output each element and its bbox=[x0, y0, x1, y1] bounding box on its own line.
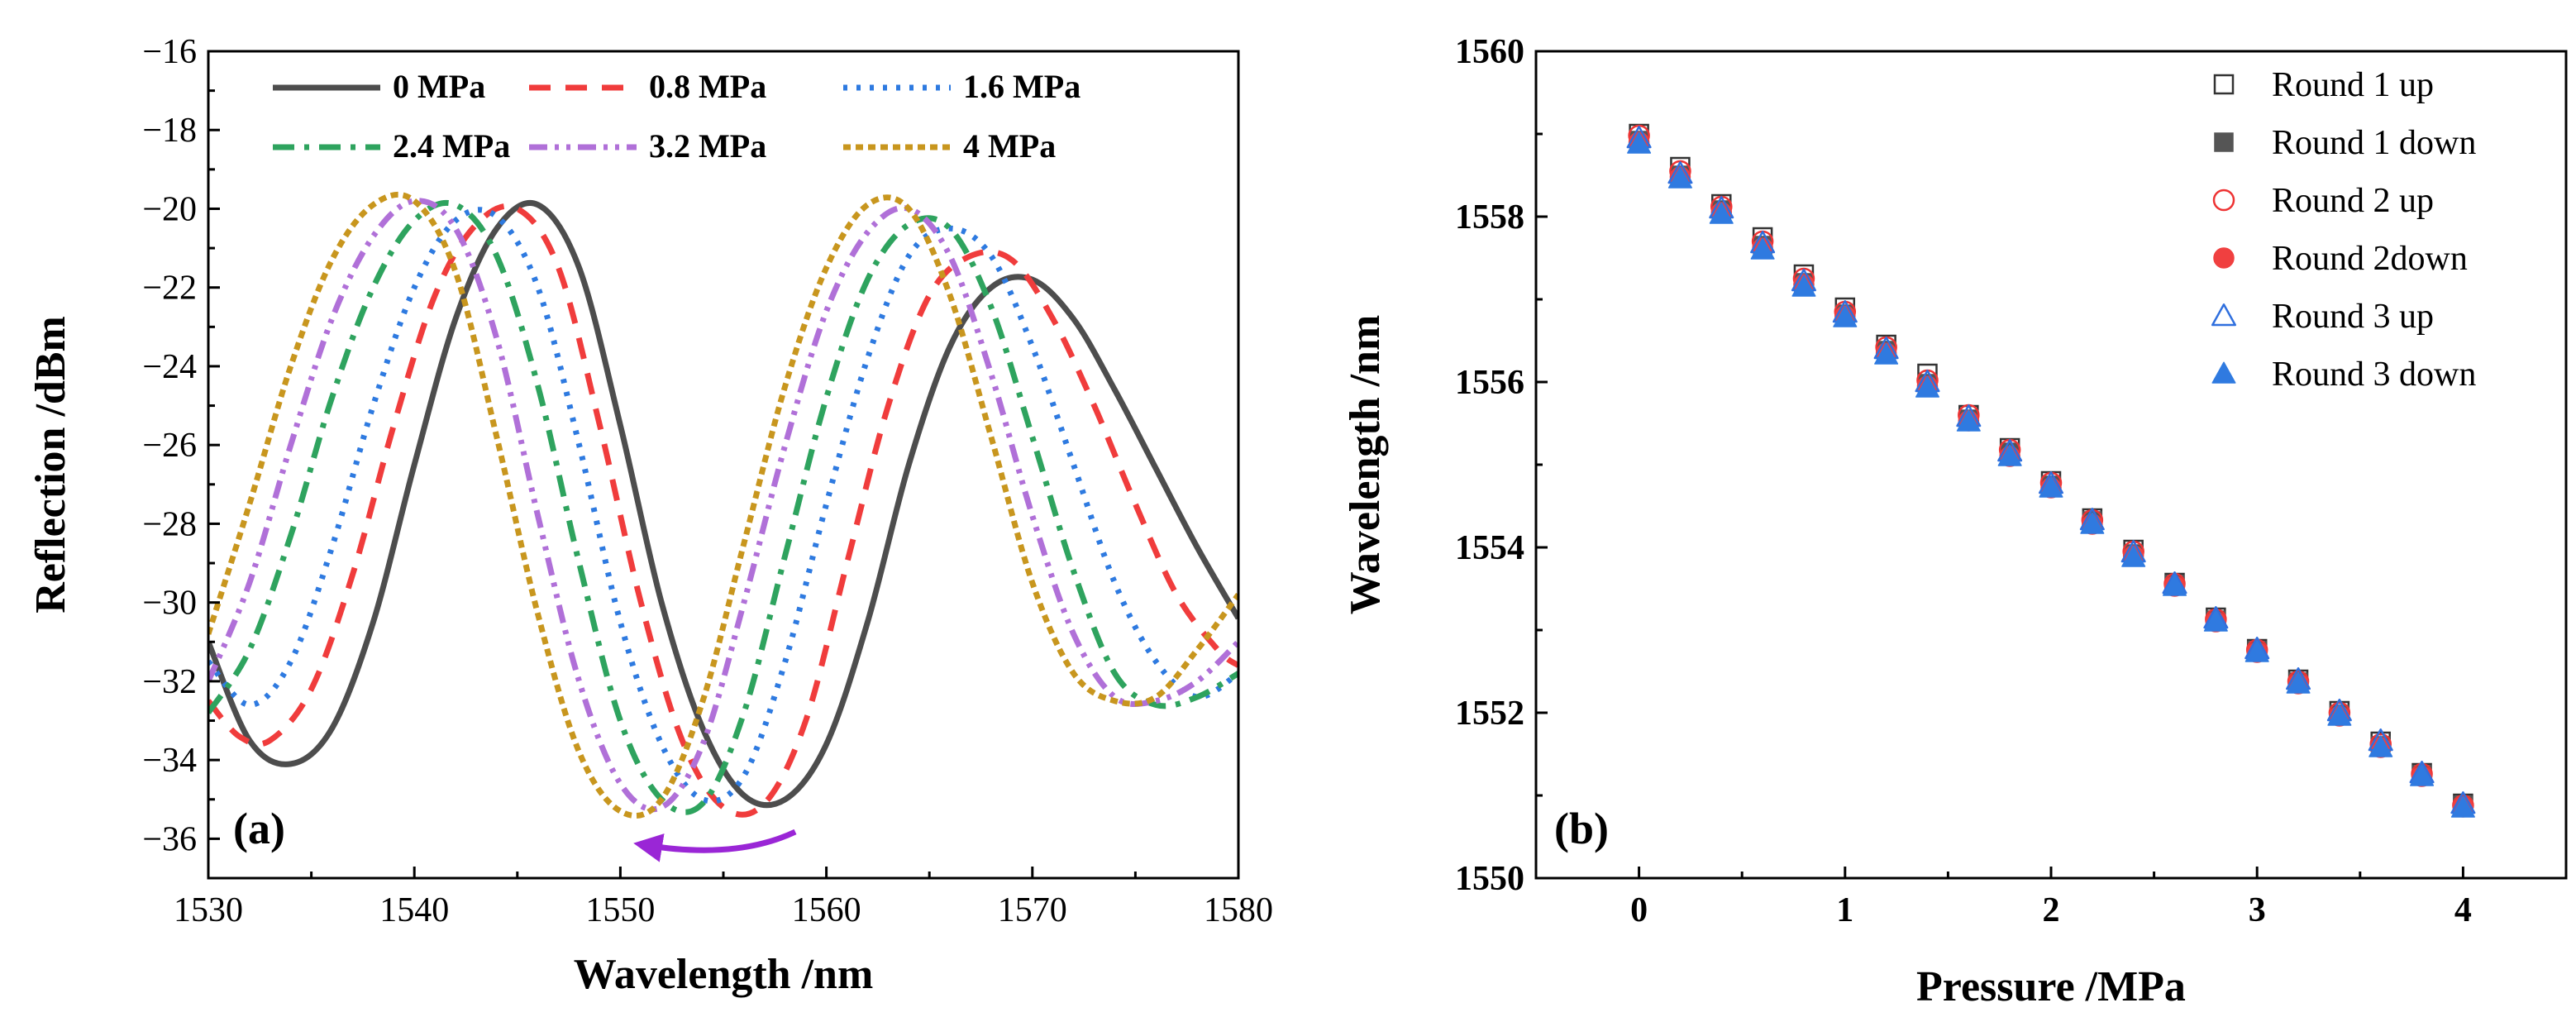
y-tick-label-a: −20 bbox=[142, 190, 197, 228]
data-point-round-3-down bbox=[2039, 475, 2063, 498]
y-axis-title-a: Reflection /dBm bbox=[27, 316, 74, 614]
y-tick-label-a: −16 bbox=[142, 33, 197, 71]
legend-label-1-6-mpa: 1.6 MPa bbox=[963, 68, 1080, 105]
legend-marker-round-3-down bbox=[2211, 361, 2236, 384]
y-tick-label-a: −32 bbox=[142, 663, 197, 701]
y-tick-label-b: 1550 bbox=[1455, 860, 1524, 898]
y-tick-label-a: −18 bbox=[142, 112, 197, 150]
x-tick-label-b: 4 bbox=[2454, 891, 2472, 929]
x-tick-label-a: 1540 bbox=[379, 891, 449, 929]
series-line-0-mpa bbox=[208, 199, 1238, 809]
legend-label-0-mpa: 0 MPa bbox=[393, 68, 485, 105]
series-line-1-6-mpa bbox=[208, 207, 1238, 805]
panel-a: 1530 1540 1550 1560 1570 1580 −16 −18 −20 −22 −24… bbox=[27, 33, 1273, 998]
legend-label-round-3-up: Round 3 up bbox=[2272, 298, 2434, 336]
y-axis-a: −16 −18 −20 −22 −24 −26 −28 −30 −32 −34 −36 bbox=[142, 33, 220, 858]
series-group-a bbox=[208, 191, 1238, 819]
y-tick-label-b: 1554 bbox=[1455, 529, 1524, 567]
x-tick-label-b: 1 bbox=[1836, 891, 1853, 929]
legend-label-4-mpa: 4 MPa bbox=[963, 127, 1056, 165]
y-tick-label-a: −28 bbox=[142, 505, 197, 543]
x-tick-label-a: 1560 bbox=[792, 891, 861, 929]
data-point-round-3-down bbox=[1709, 202, 1734, 224]
y-tick-label-b: 1552 bbox=[1455, 695, 1524, 733]
legend-marker-round-2-up bbox=[2212, 189, 2235, 212]
y-tick-label-a: −30 bbox=[142, 585, 197, 623]
x-axis-title-a: Wavelength /nm bbox=[574, 951, 874, 998]
data-point-round-3-down bbox=[1667, 166, 1692, 189]
legend-a: 0 MPa 0.8 MPa 1.6 MPa 2.4 MPa 3.2 MPa 4 MPa bbox=[273, 68, 1080, 165]
legend-label-round-1-down: Round 1 down bbox=[2272, 124, 2476, 162]
legend-label-round-2-up: Round 2 up bbox=[2272, 182, 2434, 220]
data-point-round-3-down bbox=[1874, 342, 1899, 365]
legend-label-round-2down: Round 2down bbox=[2272, 240, 2468, 278]
y-tick-label-a: −24 bbox=[142, 348, 197, 386]
series-group-b bbox=[1626, 123, 2476, 818]
y-tick-label-b: 1560 bbox=[1455, 33, 1524, 71]
data-point-round-3-down bbox=[1833, 305, 1858, 327]
x-axis-a: 1530 1540 1550 1560 1570 1580 bbox=[174, 867, 1273, 929]
y-tick-label-a: −34 bbox=[142, 742, 197, 780]
data-point-round-3-down bbox=[1956, 409, 1981, 432]
y-axis-b: 1550 1552 1554 1556 1558 1560 bbox=[1455, 33, 1548, 898]
x-tick-label-a: 1580 bbox=[1204, 891, 1273, 929]
x-tick-label-b: 0 bbox=[1630, 891, 1648, 929]
x-tick-label-b: 2 bbox=[2043, 891, 2060, 929]
data-point-round-3-down bbox=[2327, 704, 2352, 726]
x-tick-label-b: 3 bbox=[2249, 891, 2266, 929]
panel-label-b: (b) bbox=[1554, 804, 1609, 853]
data-point-round-3-down bbox=[1997, 444, 2022, 466]
data-point-round-3-down bbox=[2244, 640, 2269, 662]
data-point-round-3-down bbox=[2163, 574, 2187, 596]
data-point-round-3-down bbox=[1750, 237, 1775, 260]
y-axis-title-b: Wavelength /nm bbox=[1342, 315, 1389, 615]
data-point-round-3-down bbox=[2203, 609, 2228, 632]
data-point-round-3-down bbox=[2450, 795, 2475, 818]
y-tick-label-a: −26 bbox=[142, 427, 197, 465]
data-point-round-3-down bbox=[2368, 735, 2393, 757]
x-tick-label-a: 1570 bbox=[998, 891, 1067, 929]
legend-label-3-2-mpa: 3.2 MPa bbox=[649, 127, 766, 165]
legend-label-round-3-down: Round 3 down bbox=[2272, 356, 2476, 394]
legend-label-round-1-up: Round 1 up bbox=[2272, 66, 2434, 104]
data-point-round-3-down bbox=[1627, 131, 1652, 154]
legend-label-0-8-mpa: 0.8 MPa bbox=[649, 68, 766, 105]
x-tick-label-a: 1550 bbox=[585, 891, 655, 929]
legend-b: Round 1 up Round 1 down Round 2 up Round 2d… bbox=[2211, 66, 2476, 394]
panel-b: 0 1 2 3 4 1550 1552 1554 1556 1558 1560 Pressure … bbox=[1342, 33, 2568, 1010]
panel-label-a: (a) bbox=[233, 804, 285, 853]
legend-marker-round-3-up bbox=[2211, 303, 2236, 327]
x-tick-label-a: 1530 bbox=[174, 891, 243, 929]
series-line-3-2-mpa bbox=[208, 198, 1238, 813]
data-point-round-3-down bbox=[1791, 275, 1816, 297]
legend-marker-round-1-down bbox=[2214, 132, 2234, 152]
data-point-round-3-down bbox=[1915, 375, 1939, 398]
y-tick-label-b: 1558 bbox=[1455, 198, 1524, 236]
blue-shift-arrow bbox=[633, 829, 797, 862]
series-line-4-mpa bbox=[208, 191, 1238, 819]
legend-label-2-4-mpa: 2.4 MPa bbox=[393, 127, 510, 165]
x-axis-title-b: Pressure /MPa bbox=[1916, 963, 2186, 1010]
y-tick-label-b: 1556 bbox=[1455, 364, 1524, 402]
legend-marker-round-1-up bbox=[2213, 74, 2235, 95]
data-point-round-3-down bbox=[2080, 512, 2105, 534]
y-tick-label-a: −36 bbox=[142, 820, 197, 858]
data-point-round-3-down bbox=[2121, 545, 2146, 567]
legend-marker-round-2down bbox=[2213, 247, 2235, 269]
y-tick-label-a: −22 bbox=[142, 270, 197, 308]
data-point-round-3-down bbox=[2286, 671, 2311, 694]
data-point-round-3-down bbox=[2410, 764, 2435, 786]
x-axis-b: 0 1 2 3 4 bbox=[1630, 867, 2472, 929]
